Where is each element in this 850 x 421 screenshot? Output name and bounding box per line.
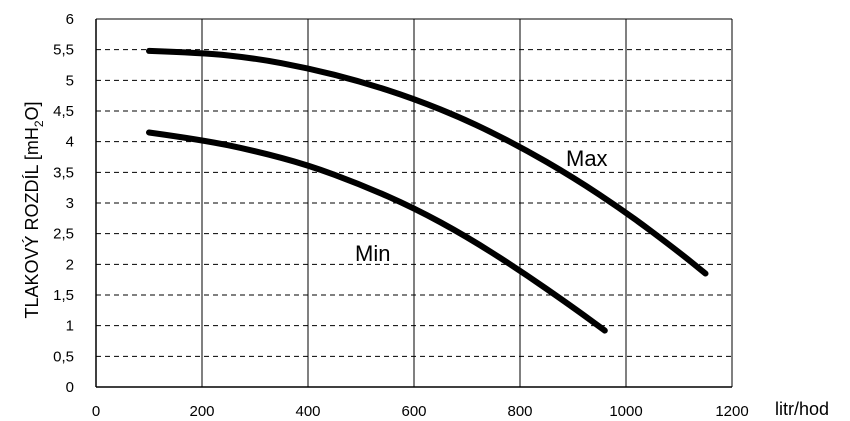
- y-tick-label: 1,5: [53, 287, 74, 304]
- x-tick-label: 200: [189, 403, 214, 420]
- curve-min: [146, 129, 608, 334]
- x-tick-label: 600: [401, 403, 426, 420]
- x-tick-label: 0: [92, 403, 100, 420]
- curve-label-min: Min: [355, 241, 390, 266]
- y-tick-label: 4,5: [53, 103, 74, 120]
- y-tick-labels: 0 0,5 1 1,5 2 2,5 3 3,5 4 4,5 5 5,5 6: [53, 11, 74, 396]
- curves: [146, 47, 709, 334]
- y-tick-label: 4: [66, 134, 74, 151]
- y-tick-label: 5,5: [53, 42, 74, 59]
- y-tick-label: 3: [66, 195, 74, 212]
- x-axis-title: litr/hod: [775, 399, 829, 419]
- y-tick-label: 2,5: [53, 226, 74, 243]
- y-axis-title-suffix: O]: [22, 101, 42, 120]
- curve-labels: Max Min: [355, 146, 608, 266]
- y-tick-label: 3,5: [53, 164, 74, 181]
- y-tick-label: 0,5: [53, 348, 74, 365]
- curve-max: [146, 47, 709, 277]
- y-tick-label: 2: [66, 256, 74, 273]
- y-axis-title-subscript: 2: [32, 120, 46, 127]
- y-tick-label: 5: [66, 72, 74, 89]
- y-axis-title: TLAKOVÝ ROZDÍL [mH2O]: [22, 101, 46, 318]
- grid: [96, 18, 733, 387]
- x-tick-label: 800: [507, 403, 532, 420]
- y-tick-label: 6: [66, 11, 74, 28]
- x-tick-labels: 0 200 400 600 800 1000 1200: [92, 403, 749, 420]
- x-tick-label: 400: [295, 403, 320, 420]
- y-axis-title-prefix: TLAKOVÝ ROZDÍL [mH: [22, 127, 42, 318]
- y-tick-label: 0: [66, 379, 74, 396]
- y-tick-label: 1: [66, 318, 74, 335]
- curve-label-max: Max: [566, 146, 608, 171]
- x-tick-label: 1200: [715, 403, 748, 420]
- x-tick-label: 1000: [609, 403, 642, 420]
